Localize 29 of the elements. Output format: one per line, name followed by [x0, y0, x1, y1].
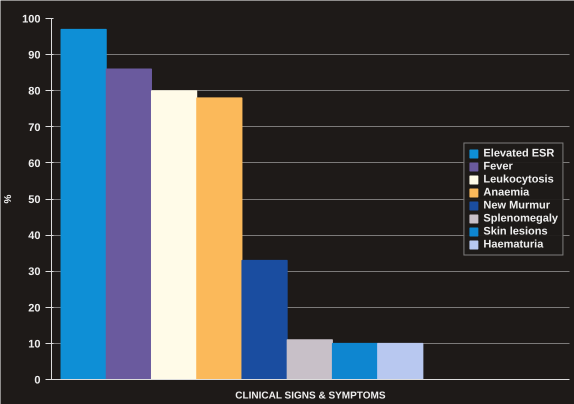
y-axis-title: %: [3, 194, 14, 204]
y-tick-label: 10: [28, 338, 41, 350]
y-tick-label: 100: [22, 14, 41, 26]
y-tick-label: 20: [28, 302, 41, 314]
legend-label: Skin lesions: [483, 225, 548, 237]
bar: [196, 97, 242, 380]
y-tick-label: 50: [28, 194, 41, 206]
y-tick-label: 0: [34, 374, 41, 386]
bar: [150, 90, 198, 380]
bar: [332, 342, 378, 380]
legend-label: Anaemia: [483, 186, 530, 198]
x-axis-title: CLINICAL SIGNS & SYMPTOMS: [235, 390, 386, 402]
y-tick-label: 30: [28, 266, 41, 278]
bar: [377, 342, 424, 380]
legend-label: Elevated ESR: [483, 147, 554, 159]
bar: [241, 260, 288, 380]
y-tick-label: 80: [28, 86, 41, 98]
bar: [60, 28, 107, 380]
y-tick-label: 40: [28, 230, 41, 242]
legend-label: New Murmur: [483, 199, 550, 211]
legend-label: Haematuria: [483, 238, 544, 250]
y-tick-label: 90: [28, 50, 41, 62]
legend-label: Splenomegaly: [483, 212, 558, 224]
bar: [106, 68, 152, 380]
y-tick-label: 70: [28, 122, 41, 134]
legend-label: Leukocytosis: [483, 173, 554, 185]
bar: [286, 339, 333, 380]
legend-label: Fever: [483, 160, 513, 172]
y-tick-label: 60: [28, 158, 41, 170]
